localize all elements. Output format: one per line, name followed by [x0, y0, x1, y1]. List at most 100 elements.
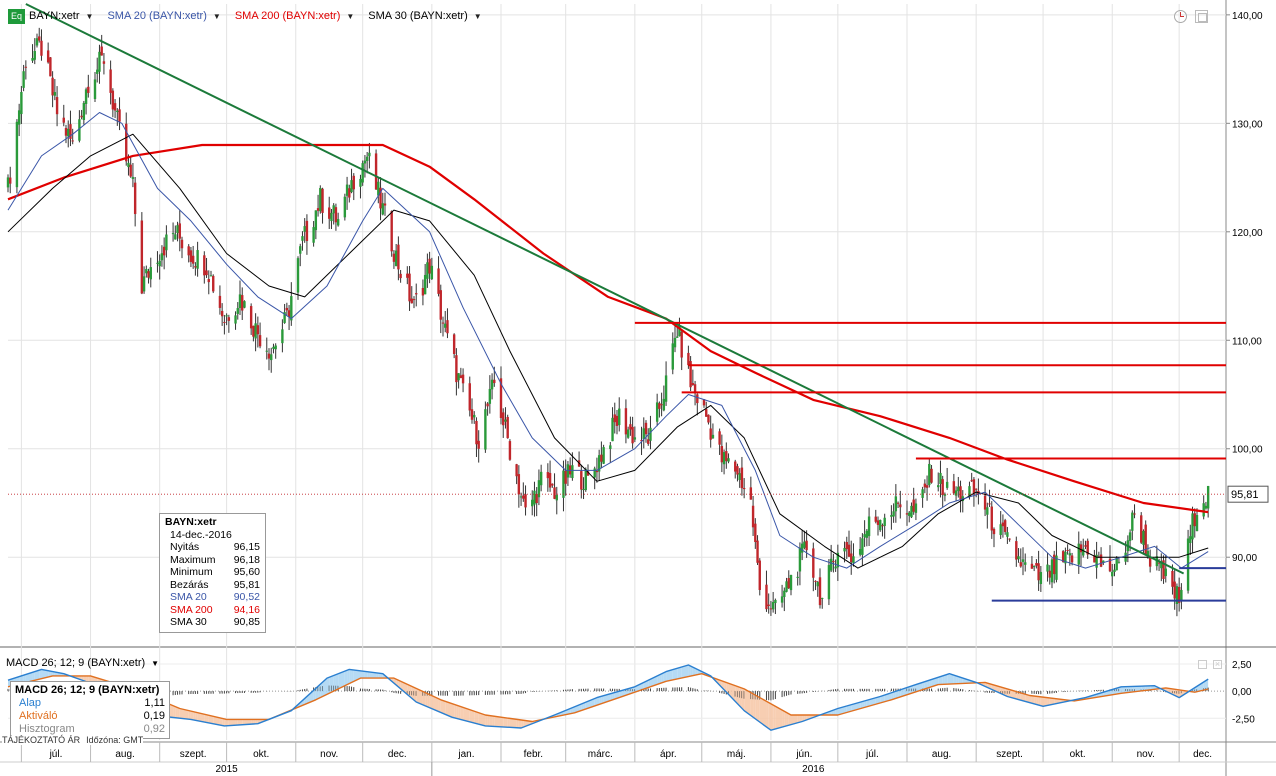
candle-body	[426, 262, 429, 279]
candle-body	[1095, 554, 1098, 568]
macd-fill	[643, 681, 646, 690]
candle-body	[212, 275, 215, 292]
macd-fill	[911, 685, 914, 694]
chevron-down-icon[interactable]: ▼	[473, 11, 482, 21]
macd-fill	[766, 701, 769, 729]
candle-body	[377, 181, 380, 196]
candle-body	[519, 496, 523, 498]
candle	[821, 597, 824, 609]
candle-body	[1157, 562, 1161, 564]
candle-body	[223, 321, 226, 323]
candle	[499, 366, 503, 425]
candle-body	[551, 483, 554, 486]
candle	[314, 210, 318, 240]
candle	[1173, 568, 1176, 610]
macd-fill	[1112, 688, 1115, 695]
candle	[629, 416, 632, 436]
candle	[553, 473, 556, 500]
candle-body	[829, 558, 833, 571]
price-tick-label: 120,00	[1232, 228, 1263, 239]
candle	[116, 108, 119, 126]
macd-row-signal: Aktiváló 0,19	[19, 710, 165, 722]
legend-item-sma30[interactable]: SMA 30 (BAYN:xetr) ▼	[368, 10, 482, 22]
candle-body	[46, 50, 50, 63]
candle	[236, 302, 239, 320]
macd-fill	[197, 712, 205, 722]
candle-body	[287, 310, 291, 318]
candle	[207, 270, 210, 295]
candle-body	[533, 490, 536, 505]
maximize-icon[interactable]	[1195, 10, 1208, 23]
candle	[546, 463, 550, 492]
candle-body	[1066, 549, 1069, 551]
macd-fill	[1002, 687, 1006, 696]
macd-fill	[521, 719, 524, 729]
candle-body	[314, 210, 318, 231]
macd-info-box: MACD 26; 12; 9 (BAYN:xetr) Alap 1,11 Akti…	[10, 681, 170, 739]
candle	[548, 460, 552, 492]
candle	[814, 580, 817, 591]
candle-body	[1162, 560, 1165, 579]
candle-body	[408, 273, 411, 302]
macd-fill	[50, 671, 53, 677]
macd-fill	[177, 707, 180, 719]
macd-fill	[1114, 688, 1117, 695]
candle	[1053, 550, 1056, 584]
legend-item-sma20[interactable]: SMA 20 (BAYN:xetr) ▼	[107, 10, 221, 22]
maximize-icon[interactable]	[1198, 660, 1207, 669]
macd-fill	[369, 671, 377, 679]
candle	[98, 44, 101, 84]
candle	[1077, 531, 1080, 574]
macd-fill	[962, 678, 970, 684]
candle-body	[736, 466, 739, 475]
candle-body	[412, 299, 416, 301]
candle	[850, 540, 853, 575]
candle-body	[252, 325, 255, 337]
macd-fill	[681, 665, 689, 679]
candle-body	[988, 503, 991, 505]
candle-body	[1113, 569, 1116, 573]
candle-body	[131, 177, 135, 179]
candle-body	[626, 429, 630, 438]
candle-body	[1142, 530, 1145, 545]
macd-fill	[344, 670, 348, 686]
macd-fill	[193, 711, 196, 721]
candle	[55, 86, 59, 127]
macd-fill	[675, 668, 678, 680]
candle	[350, 168, 353, 194]
chevron-down-icon[interactable]: ▼	[85, 11, 94, 21]
legend-item-sma200[interactable]: SMA 200 (BAYN:xetr) ▼	[234, 10, 355, 22]
candle	[644, 420, 648, 443]
candle	[939, 460, 942, 498]
chevron-down-icon[interactable]: ▼	[346, 11, 355, 21]
candle-body	[100, 46, 103, 56]
candle	[46, 42, 50, 64]
candle-body	[959, 486, 962, 500]
candle	[174, 225, 177, 240]
candle-body	[1189, 536, 1192, 544]
macd-fill	[659, 673, 662, 684]
candle-body	[249, 306, 253, 329]
candle-body	[758, 560, 761, 590]
chevron-down-icon[interactable]: ▼	[212, 11, 221, 21]
macd-header[interactable]: MACD 26; 12; 9 (BAYN:xetr) ▼	[6, 657, 160, 669]
close-icon[interactable]: ×	[1213, 659, 1222, 669]
sma200-line	[7, 143, 1209, 514]
candle	[615, 410, 619, 435]
macd-fill	[380, 673, 383, 679]
macd-fill	[487, 715, 490, 727]
chevron-down-icon[interactable]: ▼	[151, 659, 160, 668]
candle-body	[125, 123, 128, 162]
equity-icon[interactable]: Eq	[8, 8, 25, 24]
candle	[241, 287, 244, 321]
candle	[1082, 538, 1085, 558]
clock-icon[interactable]	[1174, 10, 1187, 23]
macd-fill	[1034, 696, 1037, 705]
macd-fill	[224, 718, 227, 726]
candle-body	[15, 121, 19, 188]
candle	[1084, 540, 1087, 550]
month-label: máj.	[727, 749, 746, 760]
legend-item-price[interactable]: BAYN:xetr ▼	[29, 10, 94, 22]
candle-body	[1173, 581, 1176, 599]
